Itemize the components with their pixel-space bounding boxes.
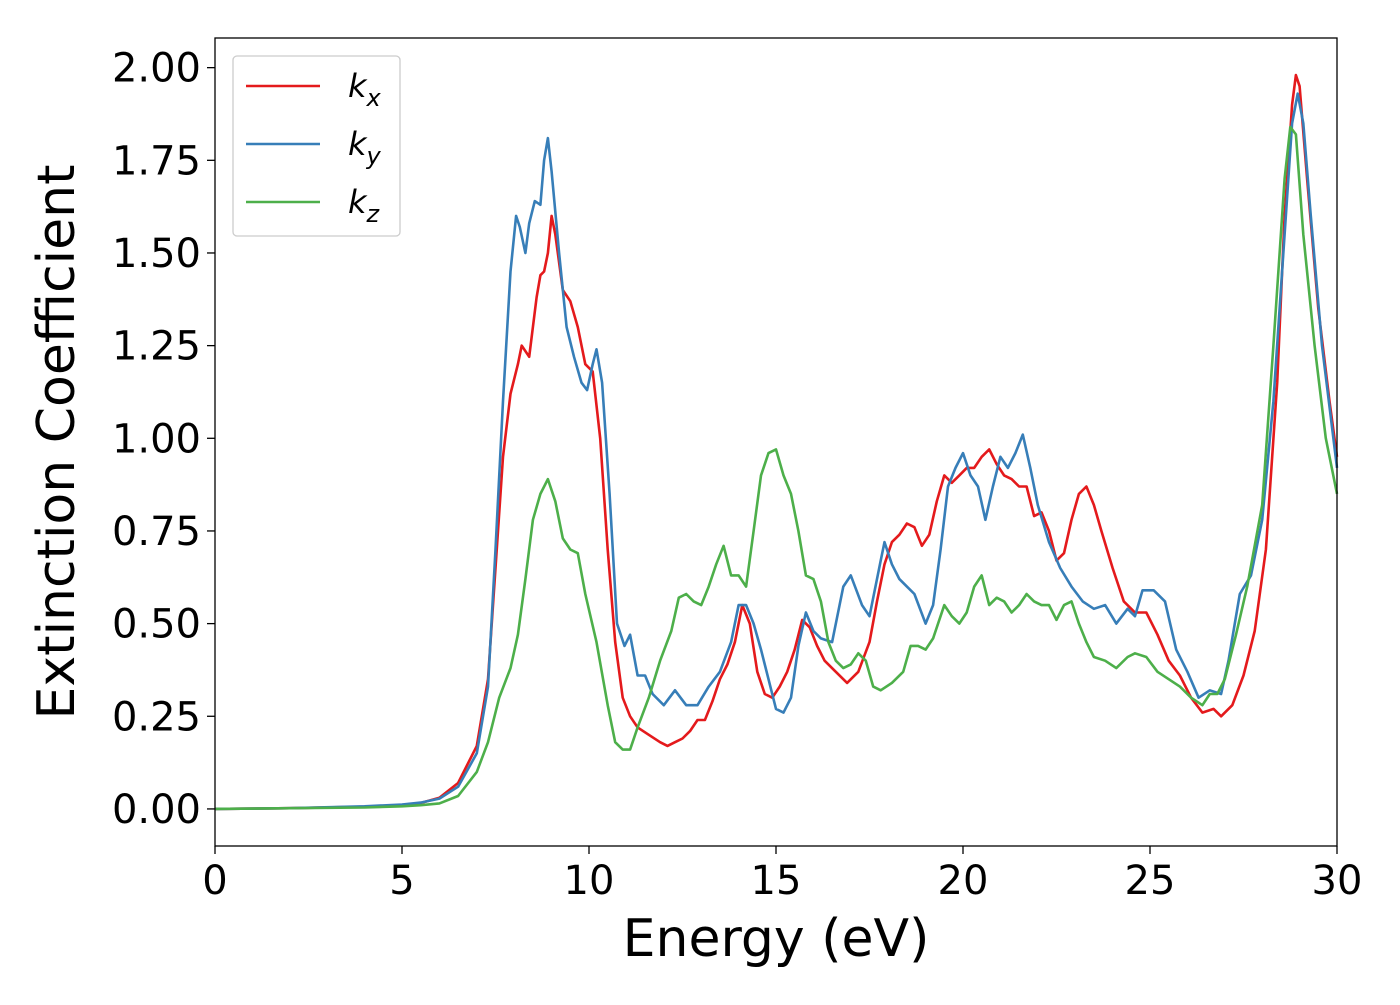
y-tick-label: 0.00 — [112, 787, 201, 833]
legend-frame — [232, 55, 401, 237]
y-tick-label: 1.50 — [112, 231, 201, 277]
series-line-y — [214, 92, 1339, 811]
y-tick-label: 2.00 — [112, 46, 201, 92]
y-tick-label: 0.50 — [112, 602, 201, 648]
x-axis-label: Energy (eV) — [623, 909, 930, 969]
x-tick-label: 10 — [564, 858, 615, 904]
y-tick-label: 1.00 — [112, 416, 201, 462]
y-tick-label: 0.75 — [112, 509, 201, 555]
x-tick-label: 5 — [389, 858, 414, 904]
x-tick-label: 15 — [751, 858, 802, 904]
y-axis-label: Extinction Coefficient — [27, 165, 87, 720]
x-axis: 0 5 10 15 20 25 30 — [202, 846, 1362, 904]
x-tick-label: 30 — [1312, 858, 1363, 904]
y-tick-label: 1.75 — [112, 138, 201, 184]
series-line-x — [214, 73, 1339, 811]
x-tick-label: 25 — [1125, 858, 1176, 904]
series-layer — [214, 73, 1339, 811]
y-tick-label: 1.25 — [112, 324, 201, 370]
x-tick-label: 0 — [202, 858, 227, 904]
y-tick-label: 0.25 — [112, 694, 201, 740]
y-axis: 0.00 0.25 0.50 0.75 1.00 1.25 1.50 1.75 2.00 — [112, 46, 215, 833]
x-tick-label: 20 — [938, 858, 989, 904]
series-line-z — [214, 125, 1339, 811]
